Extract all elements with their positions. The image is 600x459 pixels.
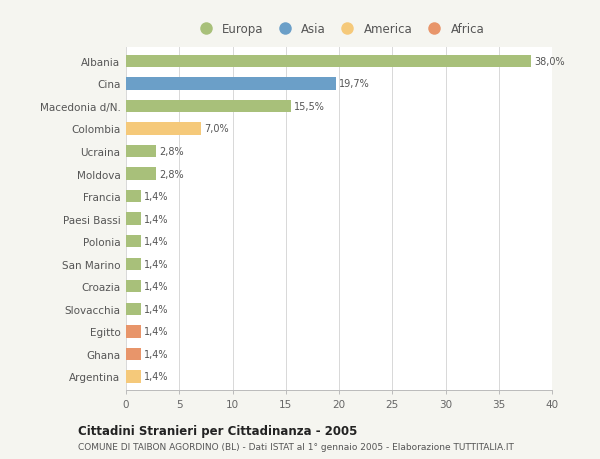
Text: Cittadini Stranieri per Cittadinanza - 2005: Cittadini Stranieri per Cittadinanza - 2… <box>78 425 358 437</box>
Bar <box>126 168 156 180</box>
Text: 1,4%: 1,4% <box>144 372 169 381</box>
Text: 38,0%: 38,0% <box>534 57 565 67</box>
Bar <box>126 123 200 135</box>
Text: COMUNE DI TAIBON AGORDINO (BL) - Dati ISTAT al 1° gennaio 2005 - Elaborazione TU: COMUNE DI TAIBON AGORDINO (BL) - Dati IS… <box>78 442 514 451</box>
Text: 1,4%: 1,4% <box>144 282 169 291</box>
Text: 15,5%: 15,5% <box>294 102 325 112</box>
Bar <box>126 213 141 225</box>
Bar <box>126 370 141 383</box>
Text: 1,4%: 1,4% <box>144 192 169 202</box>
Bar <box>126 258 141 270</box>
Text: 2,8%: 2,8% <box>159 169 184 179</box>
Text: 19,7%: 19,7% <box>339 79 370 89</box>
Text: 1,4%: 1,4% <box>144 327 169 336</box>
Text: 1,4%: 1,4% <box>144 237 169 246</box>
Bar <box>126 101 291 113</box>
Text: 1,4%: 1,4% <box>144 304 169 314</box>
Legend: Europa, Asia, America, Africa: Europa, Asia, America, Africa <box>190 20 488 40</box>
Text: 7,0%: 7,0% <box>204 124 229 134</box>
Bar <box>126 56 531 68</box>
Bar <box>126 190 141 203</box>
Bar <box>126 235 141 248</box>
Text: 1,4%: 1,4% <box>144 259 169 269</box>
Text: 2,8%: 2,8% <box>159 147 184 157</box>
Bar <box>126 146 156 158</box>
Bar <box>126 280 141 293</box>
Text: 1,4%: 1,4% <box>144 214 169 224</box>
Bar <box>126 325 141 338</box>
Bar <box>126 348 141 360</box>
Bar <box>126 78 336 90</box>
Text: 1,4%: 1,4% <box>144 349 169 359</box>
Bar <box>126 303 141 315</box>
